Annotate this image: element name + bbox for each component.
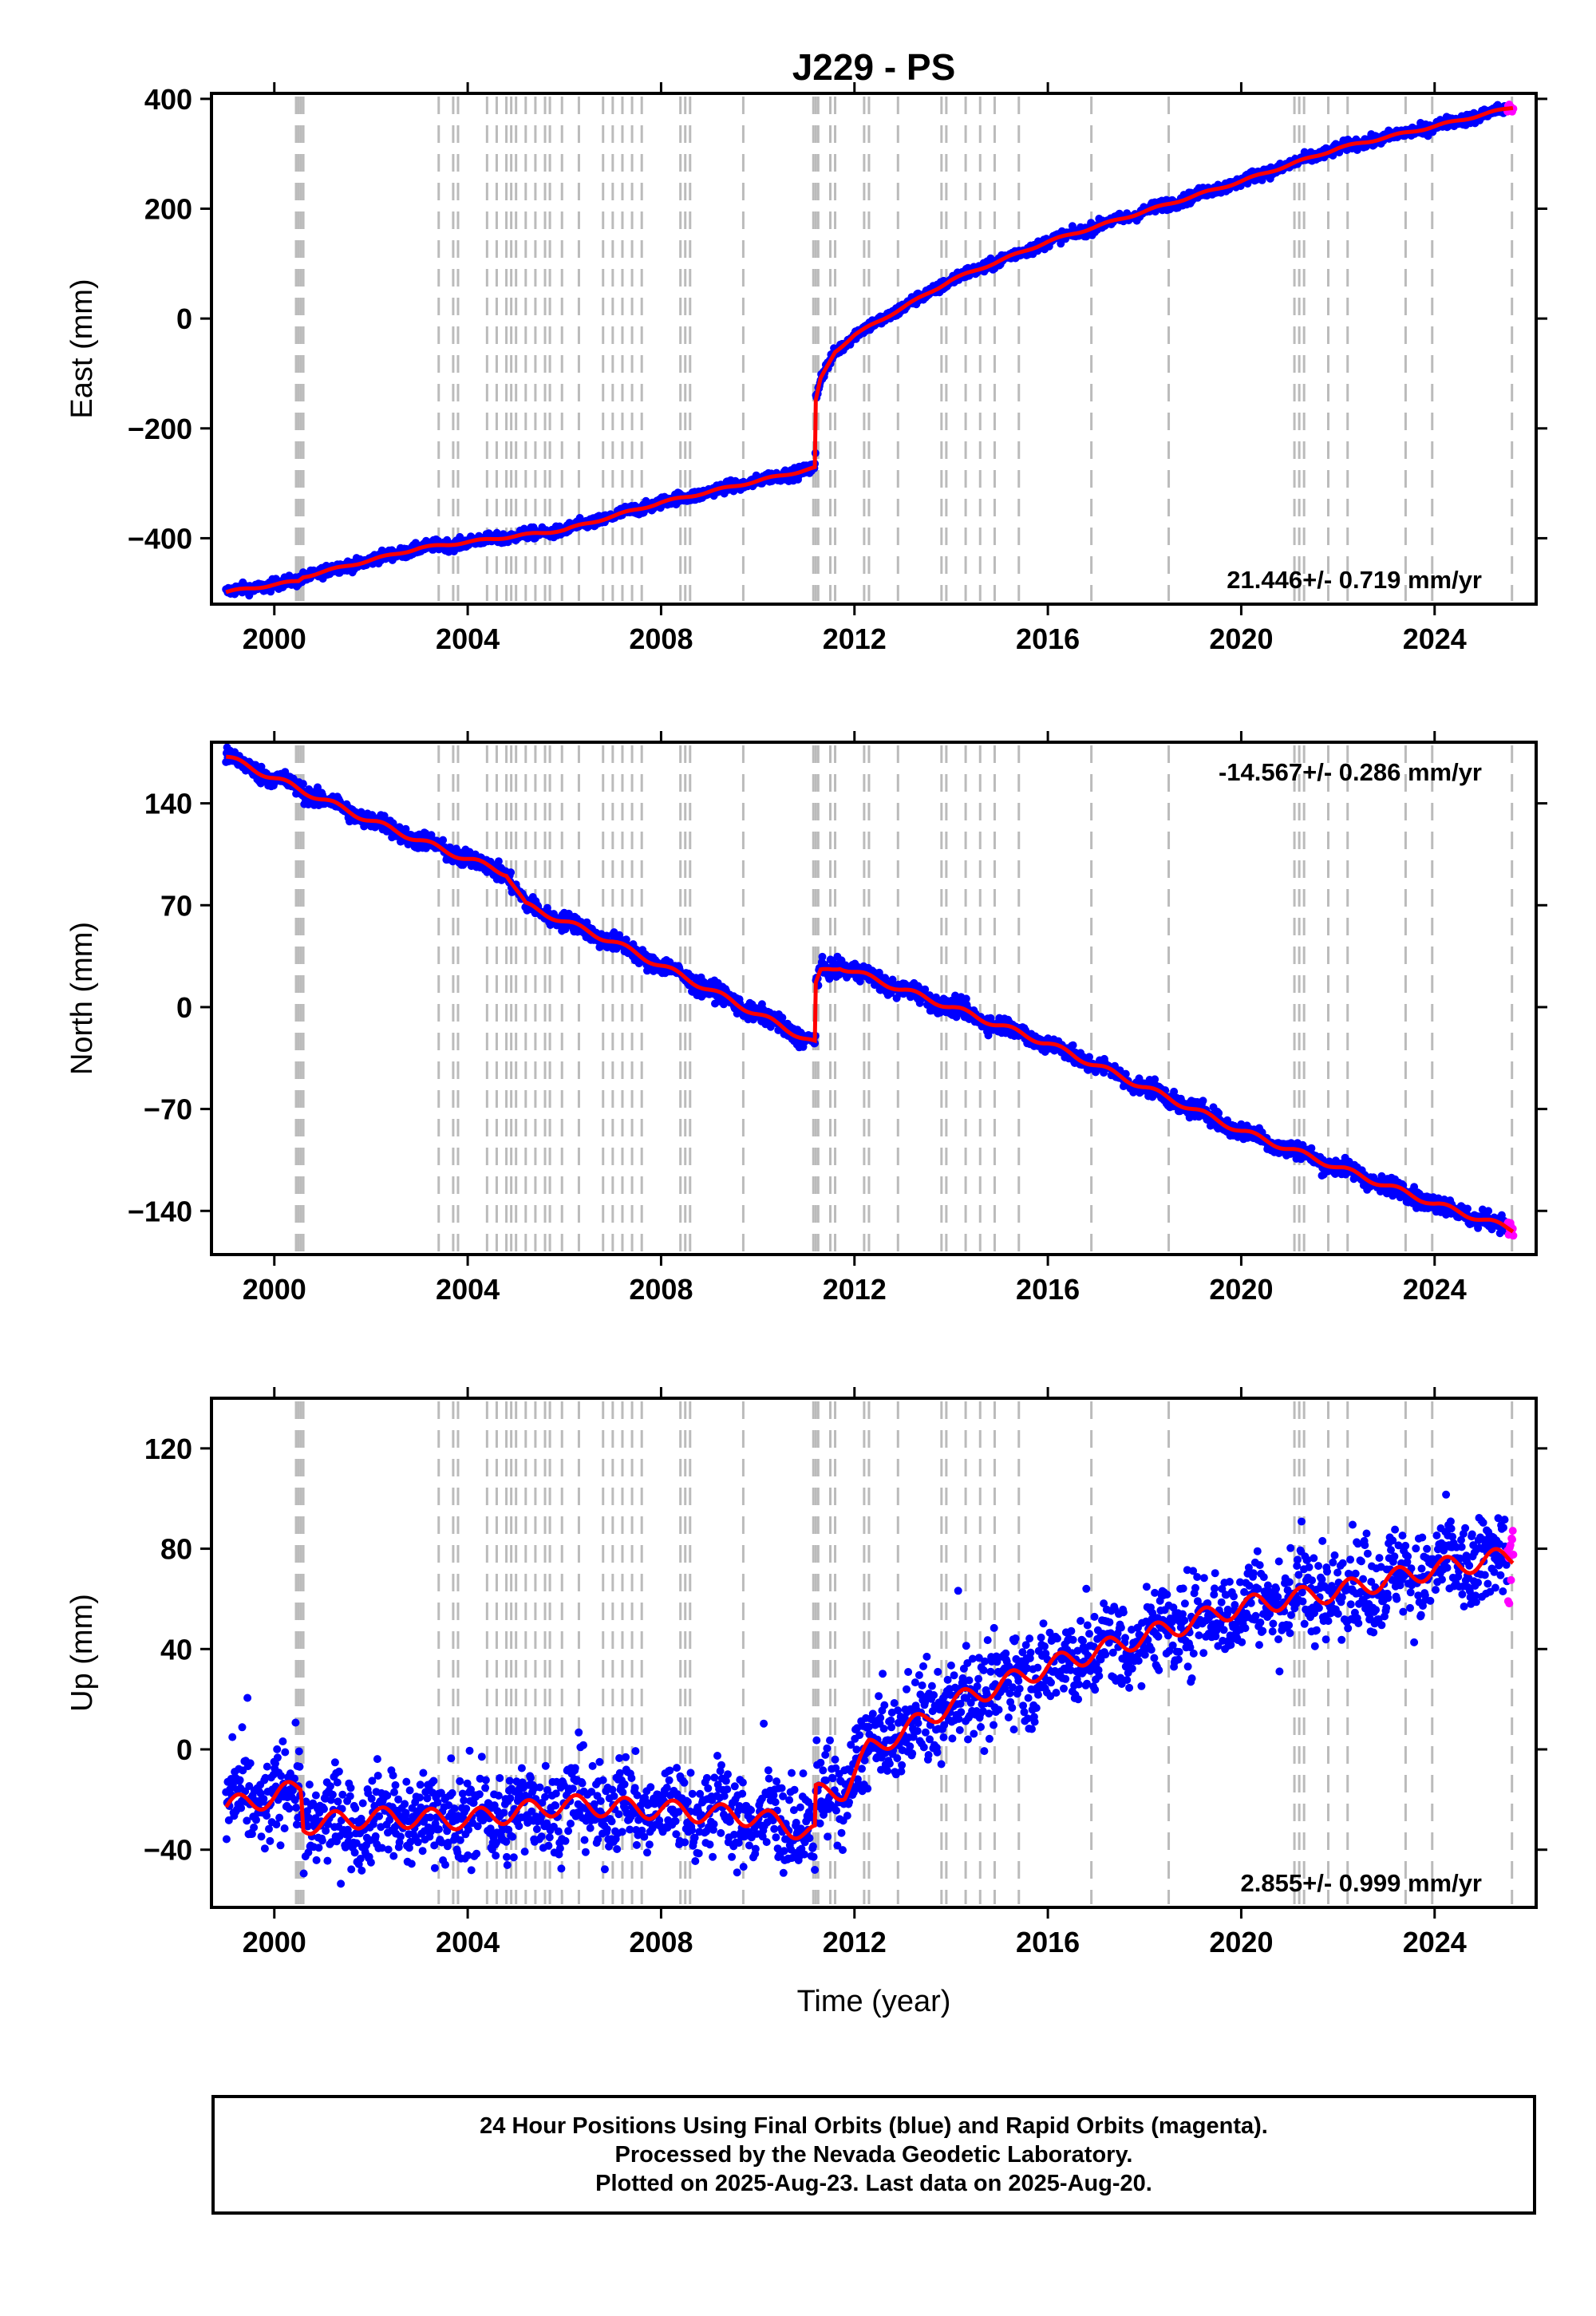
east-rate-annotation: 21.446+/- 0.719 mm/yr	[1227, 566, 1482, 594]
y-tick-label: 80	[160, 1533, 192, 1566]
x-tick-label: 2016	[1016, 622, 1080, 655]
x-tick-label: 2008	[629, 622, 693, 655]
x-tick-label: 2012	[823, 1926, 887, 1958]
east-step-lines	[294, 97, 1514, 601]
footer-line-1: 24 Hour Positions Using Final Orbits (bl…	[480, 2113, 1268, 2139]
y-tick-label: −400	[128, 522, 192, 555]
processing-info-box: 24 Hour Positions Using Final Orbits (bl…	[211, 2095, 1536, 2215]
x-tick-label: 2004	[436, 1926, 500, 1958]
x-tick-label: 2004	[436, 622, 500, 655]
up-model-line	[224, 1547, 1515, 1841]
x-tick-label: 2012	[823, 1273, 887, 1306]
up-final-orbit-points	[222, 1490, 1511, 1888]
y-tick-label: −70	[144, 1093, 192, 1126]
x-tick-label: 2016	[1016, 1926, 1080, 1958]
x-tick-label: 2020	[1209, 622, 1273, 655]
y-tick-label: 0	[176, 302, 192, 335]
x-tick-label: 2000	[243, 1926, 306, 1958]
up-rapid-orbit-points	[1503, 1527, 1518, 1608]
footer-line-3: Plotted on 2025-Aug-23. Last data on 202…	[595, 2171, 1152, 2196]
y-tick-label: 200	[144, 193, 192, 226]
chart-title: J229 - PS	[792, 46, 956, 88]
north-panel: 2000 2004 2008 2012 2016 2020 2024 −140 −70 0 70 14…	[65, 731, 1547, 1306]
east-y-axis-label: East (mm)	[65, 279, 99, 418]
up-plot-frame	[210, 1397, 1538, 1909]
east-panel: 2000 2004 2008 2012 2016 2020 2024 −400 −200 0 200…	[65, 82, 1547, 655]
up-rate-annotation: 2.855+/- 0.999 mm/yr	[1241, 1869, 1482, 1897]
y-tick-label: −40	[144, 1834, 192, 1867]
y-tick-label: −200	[128, 413, 192, 445]
x-tick-label: 2008	[629, 1926, 693, 1958]
east-final-orbit-points	[222, 101, 1511, 600]
north-final-orbit-points	[222, 743, 1511, 1238]
y-tick-label: 0	[176, 1733, 192, 1766]
x-tick-label: 2000	[243, 1273, 306, 1306]
north-step-lines	[294, 745, 1514, 1251]
x-tick-label: 2008	[629, 1273, 693, 1306]
y-tick-label: 120	[144, 1433, 192, 1465]
x-axis-label: Time (year)	[797, 1985, 951, 2018]
x-tick-label: 2012	[823, 622, 887, 655]
east-model-line	[225, 105, 1514, 595]
x-tick-label: 2024	[1403, 1926, 1467, 1958]
x-tick-label: 2020	[1209, 1926, 1273, 1958]
north-model-line	[225, 754, 1515, 1234]
y-tick-label: −140	[128, 1195, 192, 1227]
x-tick-label: 2024	[1403, 622, 1467, 655]
x-tick-label: 2016	[1016, 1273, 1080, 1306]
north-rate-annotation: -14.567+/- 0.286 mm/yr	[1219, 758, 1482, 786]
y-tick-label: 70	[160, 889, 192, 922]
east-plot-frame	[210, 92, 1538, 606]
up-y-axis-label: Up (mm)	[65, 1594, 99, 1712]
y-tick-label: 400	[144, 83, 192, 116]
x-tick-label: 2000	[243, 622, 306, 655]
x-tick-label: 2004	[436, 1273, 500, 1306]
north-y-axis-label: North (mm)	[65, 922, 99, 1075]
y-tick-label: 0	[176, 991, 192, 1024]
x-tick-label: 2020	[1209, 1273, 1273, 1306]
up-panel: 2000 2004 2008 2012 2016 2020 2024 −40 0 40 80 120 U…	[65, 1387, 1547, 1958]
footer-line-2: Processed by the Nevada Geodetic Laborat…	[614, 2142, 1133, 2168]
y-tick-label: 40	[160, 1633, 192, 1666]
y-tick-label: 140	[144, 788, 192, 820]
x-tick-label: 2024	[1403, 1273, 1467, 1306]
north-plot-frame	[210, 741, 1538, 1256]
